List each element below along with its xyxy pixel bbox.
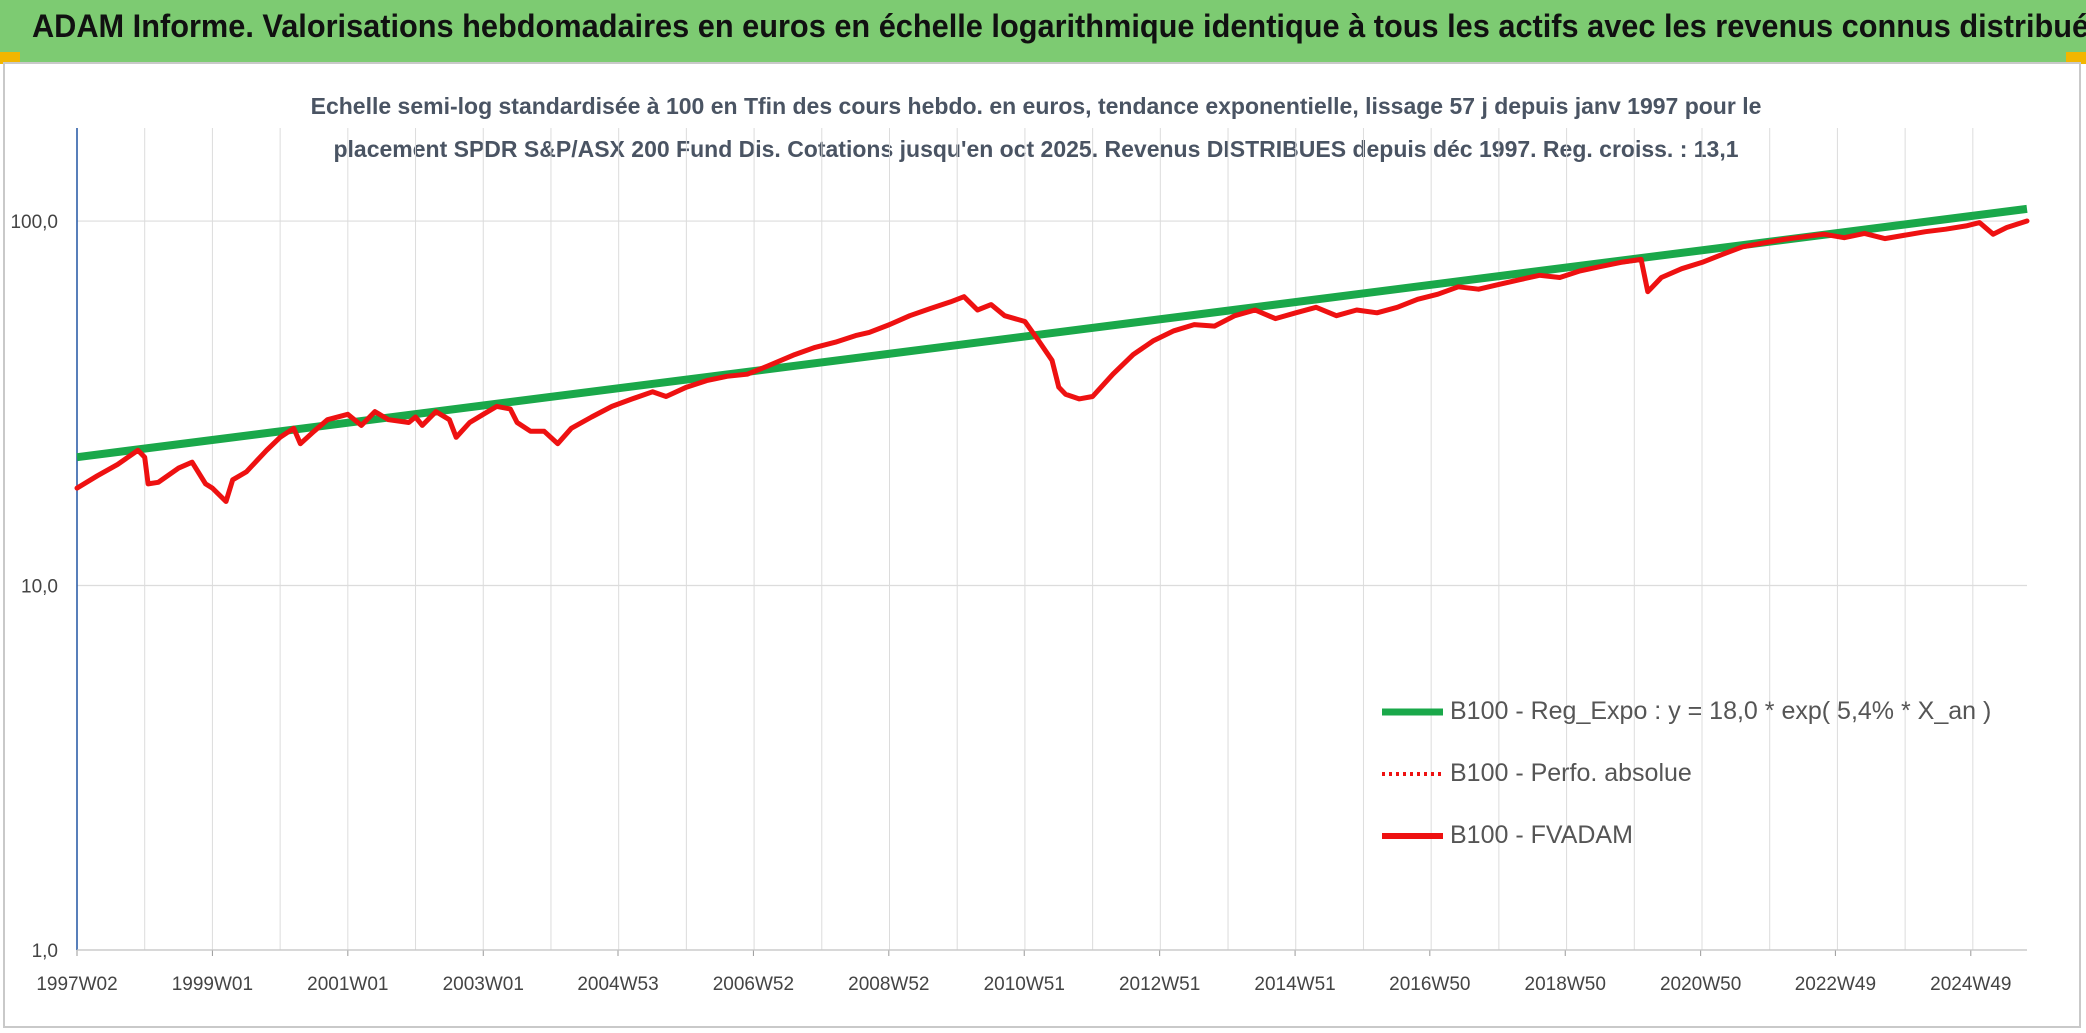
legend-label-perfo: B100 - Perfo. absolue	[1450, 759, 1692, 787]
x-tick-label: 1999W01	[172, 974, 253, 995]
chart-subtitle-line-2: placement SPDR S&P/ASX 200 Fund Dis. Cot…	[333, 136, 1738, 162]
y-tick-label: 100,0	[10, 212, 58, 233]
y-tick-label: 1,0	[32, 941, 58, 962]
vertical-gridlines	[144, 128, 1974, 950]
title-banner: ADAM Informe. Valorisations hebdomadaire…	[0, 0, 2086, 62]
x-tick-label: 2018W50	[1525, 974, 1606, 995]
y-axis-tick-labels: 100,0 10,0 1,0	[10, 212, 58, 962]
legend-label-trend: B100 - Reg_Expo : y = 18,0 * exp( 5,4% *…	[1450, 697, 1991, 725]
x-tick-label: 2012W51	[1119, 974, 1200, 995]
x-tick-label: 2022W49	[1795, 974, 1876, 995]
x-axis-tick-labels: 1997W02 1999W01 2001W01 2003W01 2004W53 2006W…	[36, 950, 2011, 995]
x-tick-label: 2001W01	[307, 974, 388, 995]
chart-frame	[3, 62, 2081, 1028]
x-tick-label: 2006W52	[713, 974, 794, 995]
x-tick-label: 2003W01	[443, 974, 524, 995]
legend-label-fvadam: B100 - FVADAM	[1450, 821, 1633, 849]
legend: B100 - Reg_Expo : y = 18,0 * exp( 5,4% *…	[1382, 697, 1991, 849]
y-tick-label: 10,0	[21, 577, 58, 598]
x-tick-label: 1997W02	[36, 974, 117, 995]
series-line-trend	[76, 204, 2028, 462]
series-line-fvadam	[74, 218, 2030, 504]
x-tick-label: 2024W49	[1930, 974, 2011, 995]
chart-subtitle-line-1: Echelle semi-log standardisée à 100 en T…	[311, 93, 1762, 119]
x-tick-label: 2004W53	[577, 974, 658, 995]
x-tick-label: 2010W51	[984, 974, 1065, 995]
x-tick-label: 2020W50	[1660, 974, 1741, 995]
x-tick-label: 2008W52	[848, 974, 929, 995]
corner-marker-right	[2066, 52, 2086, 64]
corner-marker-left	[0, 52, 20, 64]
x-tick-label: 2016W50	[1389, 974, 1470, 995]
page-title: ADAM Informe. Valorisations hebdomadaire…	[32, 8, 2086, 44]
series-layer	[74, 204, 2030, 504]
x-tick-label: 2014W51	[1254, 974, 1335, 995]
